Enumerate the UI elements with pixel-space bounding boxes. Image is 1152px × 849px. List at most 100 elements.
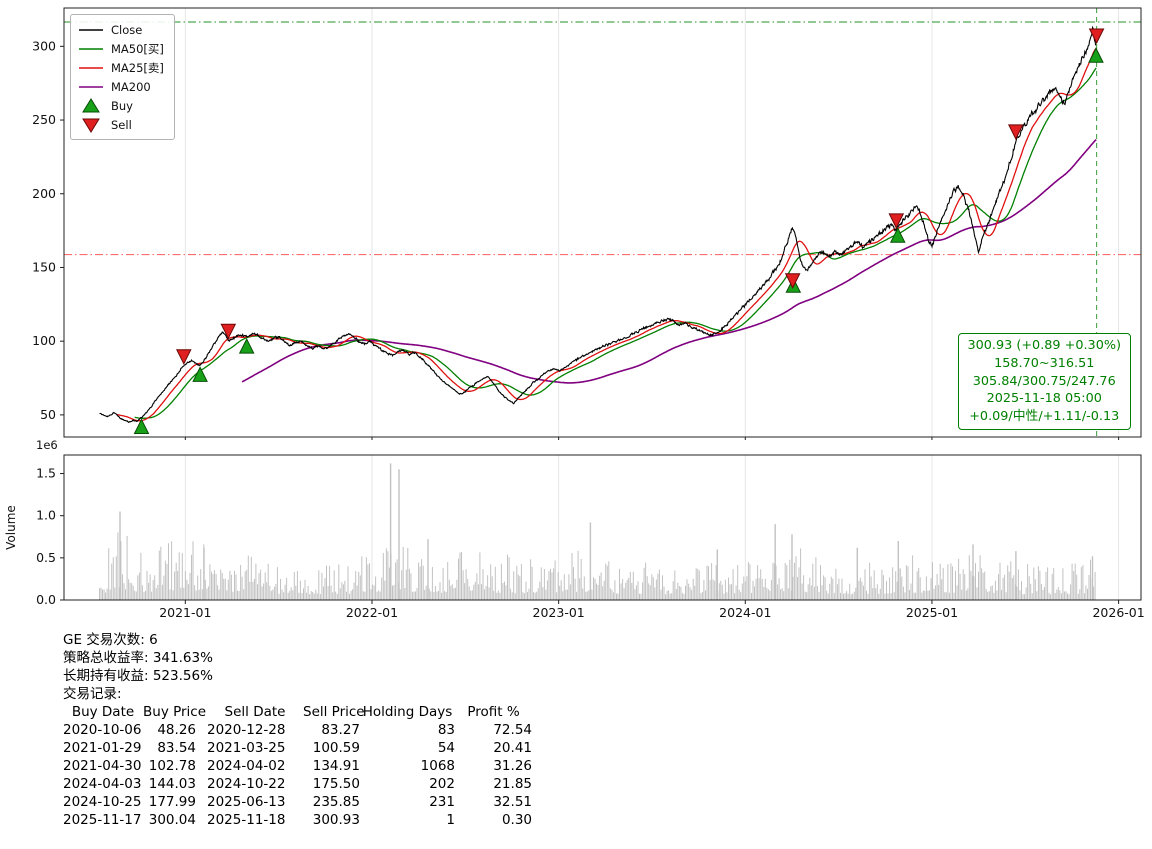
annotation-last-price: 300.93 (+0.89 +0.30%)	[967, 338, 1122, 353]
buy-marker	[889, 227, 906, 243]
sell-marker	[175, 349, 192, 365]
trade-cell: 175.50	[312, 776, 360, 792]
trade-cell: 300.04	[148, 812, 196, 828]
trade-cell: 102.78	[148, 758, 196, 774]
summary-stats: GE 交易次数: 6 策略总收益率: 341.63% 长期持有收益: 523.5…	[63, 631, 532, 829]
trade-cell: 2021-04-30	[63, 758, 142, 774]
trade-cell: 48.26	[157, 722, 196, 738]
trade-table-header: Buy Date Buy Price Sell Date Sell Price Hold…	[63, 703, 532, 721]
legend-label: MA50[买]	[111, 41, 164, 56]
trade-cell: 54	[437, 740, 455, 756]
trade-cell: 21.85	[493, 776, 532, 792]
svg-text:2025-01: 2025-01	[906, 605, 958, 620]
ma-line	[116, 47, 1097, 422]
trade-col-header: Sell Price	[303, 704, 365, 720]
buy-marker	[133, 418, 150, 434]
trade-cell: 2025-06-13	[207, 794, 286, 810]
legend-line-swatch	[79, 47, 103, 50]
close-line	[99, 25, 1097, 424]
svg-text:Volume: Volume	[4, 505, 18, 550]
svg-text:300: 300	[32, 38, 56, 53]
svg-text:1e6: 1e6	[36, 438, 58, 452]
svg-text:0.5: 0.5	[36, 550, 56, 565]
annotation-levels: 305.84/300.75/247.76	[972, 373, 1116, 389]
legend-item-ma50-: MA50[买]	[78, 39, 164, 58]
trade-cell: 1068	[420, 758, 455, 774]
trade-cell: 235.85	[312, 794, 360, 810]
trade-row: 2024-10-25 177.99 2025-06-13 235.85 231 32.51	[63, 793, 532, 811]
stat-buy-hold-return: 长期持有收益: 523.56%	[63, 668, 213, 684]
trade-cell: 2020-12-28	[207, 722, 286, 738]
buy-marker	[238, 337, 255, 354]
trade-row: 2025-11-17 300.04 2025-11-18 300.93 1 0.30	[63, 811, 532, 829]
svg-text:250: 250	[32, 112, 56, 127]
trade-col-header: Sell Date	[224, 704, 286, 720]
trade-cell: 100.59	[312, 740, 360, 756]
trade-cell: 2025-11-17	[63, 812, 142, 828]
trade-cell: 2025-11-18	[207, 812, 286, 828]
trade-cell: 2024-10-22	[207, 776, 286, 792]
buy-marker	[1088, 47, 1104, 63]
svg-text:50: 50	[40, 407, 56, 422]
svg-text:2024-01: 2024-01	[719, 605, 771, 620]
trade-cell: 300.93	[312, 812, 360, 828]
svg-text:2026-01: 2026-01	[1092, 605, 1144, 620]
ma-line	[241, 138, 1097, 384]
svg-text:2022-01: 2022-01	[346, 605, 398, 620]
legend-line-swatch	[79, 28, 103, 31]
legend-line-swatch	[79, 85, 103, 88]
trade-row: 2020-10-06 48.26 2020-12-28 83.27 83 72.54	[63, 721, 532, 739]
sell-marker	[784, 273, 801, 289]
trade-cell: 72.54	[493, 722, 532, 738]
trade-cell: 2020-10-06	[63, 722, 142, 738]
stat-strategy-return: 策略总收益率: 341.63%	[63, 650, 213, 666]
annotation-datetime: 2025-11-18 05:00	[986, 391, 1102, 407]
trade-cell: 2021-03-25	[207, 740, 286, 756]
svg-text:100: 100	[32, 333, 56, 348]
buy-marker	[192, 366, 208, 382]
trade-col-header: Holding Days	[362, 704, 453, 720]
legend-item-buy: Buy	[78, 96, 164, 115]
sell-triangle-icon	[82, 118, 100, 133]
trade-cell: 83.54	[157, 740, 196, 756]
svg-text:1.5: 1.5	[36, 466, 56, 481]
trade-cell: 2024-04-03	[63, 776, 142, 792]
trade-cell: 83.27	[321, 722, 360, 738]
sell-marker	[1007, 124, 1024, 141]
trade-cell: 202	[429, 776, 455, 792]
trade-cell: 83	[437, 722, 455, 738]
legend-item-close: Close	[78, 20, 164, 39]
legend-item-ma200: MA200	[78, 77, 164, 96]
legend-label: Sell	[111, 117, 132, 132]
trade-cell: 0.30	[501, 812, 532, 828]
trade-col-header: Profit %	[467, 704, 520, 720]
trade-row: 2021-01-29 83.54 2021-03-25 100.59 54 20.41	[63, 739, 532, 757]
trade-col-header: Buy Date	[71, 704, 135, 720]
legend-item-sell: Sell	[78, 115, 164, 134]
legend-label: Buy	[111, 98, 133, 113]
trade-cell: 177.99	[148, 794, 196, 810]
chart-legend: Close MA50[买] MA25[卖] MA200 Buy Sell	[70, 14, 175, 140]
legend-label: Close	[111, 22, 143, 37]
buy-triangle-icon	[82, 97, 100, 112]
svg-text:150: 150	[32, 259, 56, 274]
svg-text:2021-01: 2021-01	[159, 605, 211, 620]
stat-trade-count: GE 交易次数: 6	[63, 632, 158, 648]
sell-marker	[220, 323, 237, 340]
annotation-signal: +0.09/中性/+1.11/-0.13	[969, 409, 1120, 425]
trade-row: 2024-04-03 144.03 2024-10-22 175.50 202 21.85	[63, 775, 532, 793]
sell-marker	[1088, 28, 1105, 45]
svg-text:1.0: 1.0	[36, 508, 56, 523]
trade-cell: 20.41	[493, 740, 532, 756]
trade-row: 2021-04-30 102.78 2024-04-02 134.91 1068 31.2…	[63, 757, 532, 775]
trade-cell: 2024-04-02	[207, 758, 286, 774]
price-volume-chart: 50 100 150 200 250 300 0.0 0.5 1.0 1.5 2021-01 2022…	[4, 7, 1145, 620]
legend-label: MA25[卖]	[111, 60, 164, 75]
trade-cell: 1	[446, 812, 455, 828]
trade-cell: 144.03	[148, 776, 196, 792]
svg-text:0.0: 0.0	[36, 592, 56, 607]
sell-marker	[888, 213, 905, 230]
annotation-range: 158.70~316.51	[994, 355, 1095, 371]
trade-cell: 32.51	[493, 794, 532, 810]
